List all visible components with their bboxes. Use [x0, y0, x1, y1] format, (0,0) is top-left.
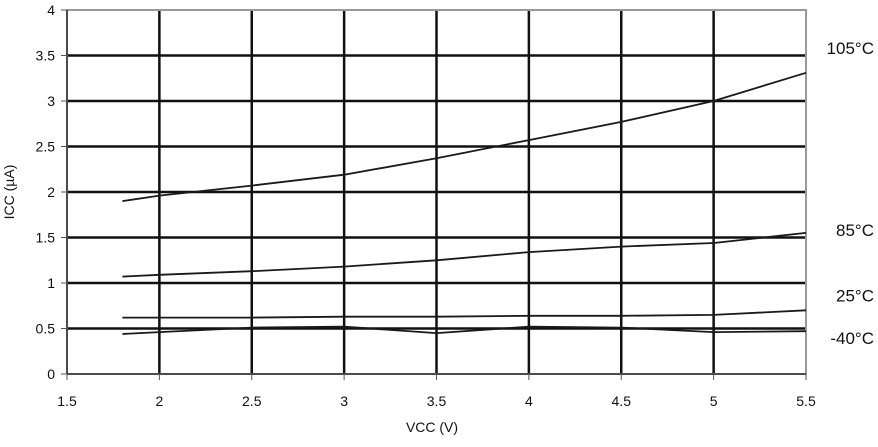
series-label: 85°C [836, 221, 874, 240]
x-tick-label: 2 [155, 393, 163, 409]
x-tick-label: 4 [525, 393, 533, 409]
x-tick-label: 2.5 [242, 393, 262, 409]
y-tick-label: 3.5 [36, 48, 56, 64]
y-tick-label: 0.5 [36, 321, 56, 337]
y-tick-label: 4 [47, 2, 55, 18]
series-label: 25°C [836, 286, 874, 305]
x-tick-label: 5.5 [796, 393, 816, 409]
series-label: -40°C [830, 329, 874, 348]
series-label: 105°C [827, 39, 874, 58]
y-tick-label: 3 [47, 93, 55, 109]
x-tick-label: 3.5 [427, 393, 447, 409]
y-tick-label: 2.5 [36, 139, 56, 155]
series-line [122, 309, 807, 319]
y-axis-label: ICC (µA) [1, 165, 17, 220]
x-tick-label: 5 [710, 393, 718, 409]
y-tick-label: 1.5 [36, 230, 56, 246]
series-line [122, 325, 807, 335]
series-line [122, 71, 807, 202]
x-tick-label: 4.5 [612, 393, 632, 409]
y-tick-label: 1 [47, 275, 55, 291]
y-tick-label: 2 [47, 184, 55, 200]
x-tick-label: 3 [340, 393, 348, 409]
x-tick-label: 1.5 [57, 393, 77, 409]
y-tick-label: 0 [47, 366, 55, 382]
series-line [122, 232, 807, 278]
x-axis-label: VCC (V) [406, 419, 458, 435]
